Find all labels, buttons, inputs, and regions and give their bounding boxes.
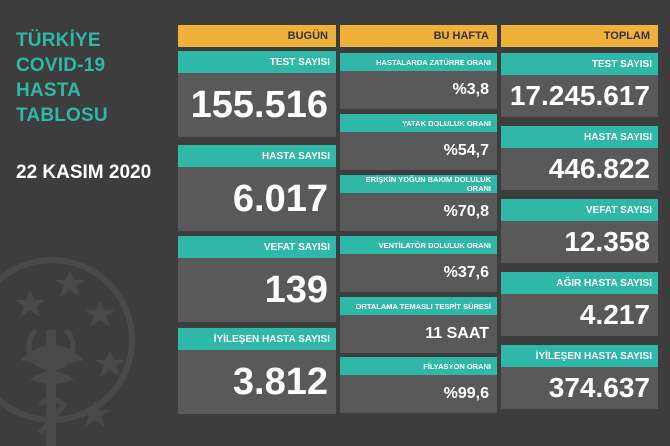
card-label: YATAK DOLULUK ORANI	[340, 114, 497, 132]
week-filiation-card: FİLYASYON ORANI %99,6	[340, 357, 497, 413]
card-value: 6.017	[178, 167, 336, 231]
header-today: BUGÜN	[178, 25, 336, 47]
card-value: 12.358	[501, 221, 658, 263]
card-label: TEST SAYISI	[178, 51, 336, 73]
week-contact-time-card: ORTALAMA TEMASLI TESPİT SÜRESİ 11 SAAT	[340, 297, 497, 353]
card-value: 17.245.617	[501, 75, 658, 117]
card-label: AĞIR HASTA SAYISI	[501, 272, 658, 294]
card-label: VENTİLATÖR DOLULUK ORANI	[340, 236, 497, 254]
card-label: HASTA SAYISI	[501, 126, 658, 148]
card-label: İYİLEŞEN HASTA SAYISI	[501, 345, 658, 367]
card-label: ORTALAMA TEMASLI TESPİT SÜRESİ	[340, 297, 497, 315]
header-total: TOPLAM	[501, 25, 658, 47]
card-value: 139	[178, 258, 336, 322]
total-deaths-card: VEFAT SAYISI 12.358	[501, 199, 658, 263]
card-value: %54,7	[340, 132, 497, 170]
ministry-emblem-icon	[0, 257, 135, 446]
card-label: HASTALARDA ZATÜRRE ORANI	[340, 53, 497, 71]
today-test-card: TEST SAYISI 155.516	[178, 51, 336, 137]
card-value: %37,6	[340, 254, 497, 292]
week-icu-occupancy-card: ERİŞKİN YOĞUN BAKIM DOLULUK ORANI %70,8	[340, 175, 497, 231]
total-cases-card: HASTA SAYISI 446.822	[501, 126, 658, 190]
card-label: TEST SAYISI	[501, 53, 658, 75]
card-label: İYİLEŞEN HASTA SAYISI	[178, 328, 336, 350]
card-label: VEFAT SAYISI	[178, 236, 336, 258]
card-value: 446.822	[501, 148, 658, 190]
week-ventilator-card: VENTİLATÖR DOLULUK ORANI %37,6	[340, 236, 497, 292]
total-test-card: TEST SAYISI 17.245.617	[501, 53, 658, 117]
report-date: 22 KASIM 2020	[16, 162, 152, 183]
card-value: %99,6	[340, 375, 497, 413]
card-label: FİLYASYON ORANI	[340, 357, 497, 375]
total-recovered-card: İYİLEŞEN HASTA SAYISI 374.637	[501, 345, 658, 409]
today-deaths-card: VEFAT SAYISI 139	[178, 236, 336, 322]
week-bed-occupancy-card: YATAK DOLULUK ORANI %54,7	[340, 114, 497, 170]
card-value: 3.812	[178, 350, 336, 414]
card-value: 374.637	[501, 367, 658, 409]
card-value: %70,8	[340, 193, 497, 231]
today-recovered-card: İYİLEŞEN HASTA SAYISI 3.812	[178, 328, 336, 414]
page-title: TÜRKİYE COVID-19 HASTA TABLOSU	[16, 30, 108, 126]
card-value: %3,8	[340, 71, 497, 109]
header-week: BU HAFTA	[340, 25, 497, 47]
card-value: 4.217	[501, 294, 658, 336]
card-label: VEFAT SAYISI	[501, 199, 658, 221]
card-value: 11 SAAT	[340, 315, 497, 353]
card-label: ERİŞKİN YOĞUN BAKIM DOLULUK ORANI	[340, 175, 497, 193]
card-value: 155.516	[178, 73, 336, 137]
today-cases-card: HASTA SAYISI 6.017	[178, 145, 336, 231]
card-label: HASTA SAYISI	[178, 145, 336, 167]
total-severe-card: AĞIR HASTA SAYISI 4.217	[501, 272, 658, 336]
week-pneumonia-card: HASTALARDA ZATÜRRE ORANI %3,8	[340, 53, 497, 109]
